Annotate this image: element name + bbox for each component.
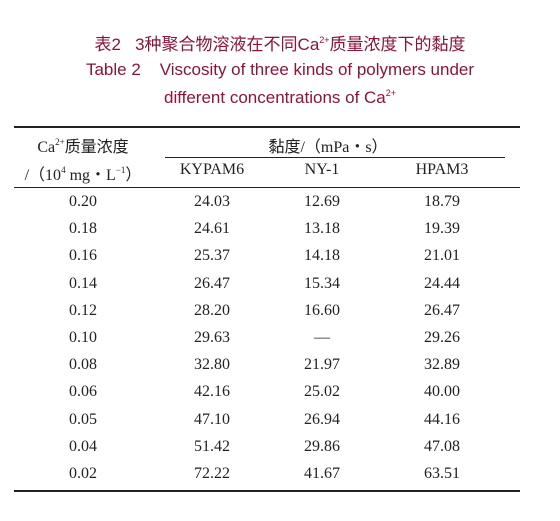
superscript: 2+ (55, 137, 65, 147)
concentration-cell: 0.18 (69, 220, 97, 238)
header-text: /（10 (24, 167, 62, 184)
header-cell: Ca2+质量浓度 (18, 133, 148, 157)
viscosity-cell: 29.63 (194, 329, 230, 346)
caption-en: different concentrations of Ca2+ (0, 88, 560, 108)
viscosity-cell: 21.01 (424, 247, 460, 265)
viscosity-cell: 32.89 (424, 356, 460, 374)
table-number: 表2 (94, 35, 121, 54)
viscosity-cell: 19.39 (424, 220, 460, 238)
header-text: mg・L (65, 167, 116, 184)
viscosity-cell: 12.69 (304, 193, 340, 210)
top-rule (14, 126, 520, 128)
concentration-cell: 0.12 (69, 301, 97, 319)
viscosity-cell: 26.94 (304, 410, 340, 428)
superscript: 2+ (319, 35, 330, 45)
viscosity-cell: 21.97 (304, 356, 340, 374)
superscript: 2+ (385, 88, 397, 98)
concentration-cell: 0.06 (69, 383, 97, 401)
superscript: −1 (115, 165, 126, 175)
viscosity-cell: 25.02 (304, 383, 340, 401)
viscosity-cell: 18.79 (424, 193, 460, 210)
concentration-cell: 0.08 (69, 356, 97, 374)
viscosity-cell: 26.47 (424, 301, 460, 319)
header-text: 质量浓度 (64, 139, 129, 156)
concentration-cell: 0.14 (69, 274, 97, 292)
caption-zh: 表2 3种聚合物溶液在不同Ca2+质量浓度下的黏度 (0, 30, 560, 55)
viscosity-cell: 41.67 (304, 465, 340, 482)
viscosity-cell: 32.80 (194, 356, 230, 374)
viscosity-cell: 47.08 (424, 437, 460, 455)
table-number: Table 2 (85, 60, 141, 79)
concentration-cell: 0.04 (69, 437, 97, 455)
viscosity-cell: 29.26 (424, 329, 460, 346)
group-rule (165, 157, 505, 158)
bottom-rule (14, 490, 520, 492)
viscosity-cell: 63.51 (424, 465, 460, 482)
column-header: NY-1 (304, 161, 340, 178)
header-cell: /（104 mg・L−1） (18, 161, 148, 185)
viscosity-cell: 51.42 (194, 437, 230, 455)
viscosity-cell: 25.37 (194, 247, 230, 265)
viscosity-cell: 24.44 (424, 274, 460, 292)
concentration-cell: 0.16 (69, 247, 97, 265)
caption-text: different concentrations of Ca (163, 88, 386, 107)
viscosity-cell: 16.60 (304, 301, 340, 319)
column-header: KYPAM6 (179, 161, 245, 178)
column-header: HPAM3 (415, 161, 469, 178)
viscosity-cell: 40.00 (424, 383, 460, 401)
group-header: 黏度/（mPa・s） (268, 139, 388, 156)
viscosity-cell: 13.18 (304, 220, 340, 238)
viscosity-cell: — (314, 329, 330, 346)
caption-text: 3种聚合物溶液在不同Ca (135, 35, 320, 54)
caption-en: Table 2 Viscosity of three kinds of poly… (0, 60, 560, 80)
viscosity-cell: 72.22 (194, 465, 230, 482)
caption-text: 质量浓度下的黏度 (329, 35, 466, 54)
viscosity-cell: 15.34 (304, 274, 340, 292)
viscosity-cell: 44.16 (424, 410, 460, 428)
viscosity-cell: 42.16 (194, 383, 230, 401)
concentration-cell: 0.02 (69, 465, 97, 482)
viscosity-cell: 24.03 (194, 193, 230, 210)
viscosity-cell: 14.18 (304, 247, 340, 265)
superscript: 4 (61, 165, 66, 175)
viscosity-cell: 24.61 (194, 220, 230, 238)
concentration-cell: 0.05 (69, 410, 97, 428)
header-rule (14, 187, 520, 188)
header-text: ） (125, 167, 142, 184)
concentration-cell: 0.10 (69, 329, 97, 346)
concentration-cell: 0.20 (69, 193, 97, 210)
header-text: Ca (37, 139, 56, 156)
viscosity-cell: 26.47 (194, 274, 230, 292)
caption-text: Viscosity of three kinds of polymers und… (159, 60, 475, 79)
viscosity-cell: 29.86 (304, 437, 340, 455)
viscosity-cell: 47.10 (194, 410, 230, 428)
viscosity-cell: 28.20 (194, 301, 230, 319)
